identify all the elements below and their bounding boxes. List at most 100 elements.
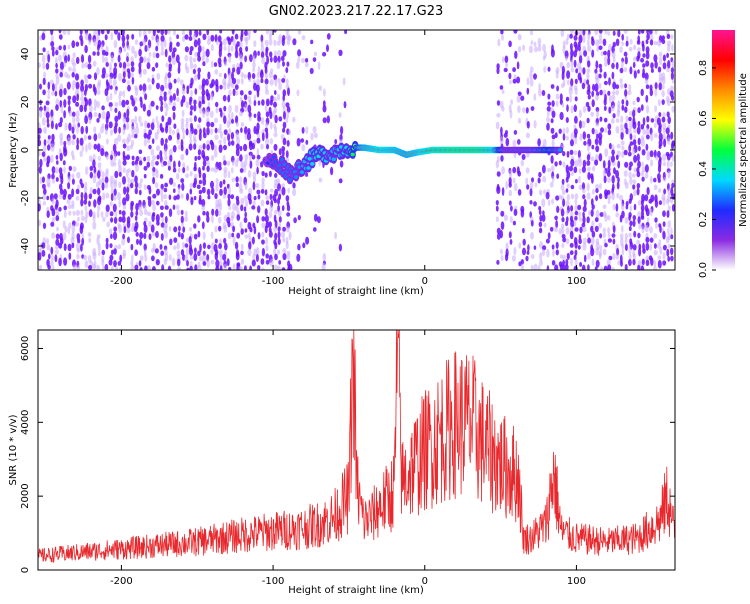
- spectrogram-noise-cell: [63, 44, 67, 51]
- spectrogram-noise-cell: [185, 66, 190, 74]
- spectrogram-noise-cell: [658, 51, 663, 58]
- spectrogram-noise-cell: [530, 253, 535, 260]
- spectrogram-noise-cell: [636, 153, 640, 162]
- spectrogram-noise-cell: [240, 77, 244, 85]
- spectrogram-noise-cell: [38, 264, 43, 270]
- spectrogram-noise-cell: [77, 238, 81, 244]
- spectrogram-noise-cell: [670, 234, 674, 240]
- spectrogram-noise-cell: [281, 205, 285, 212]
- spectrogram-noise-cell: [551, 198, 555, 205]
- spectrogram-noise-cell: [496, 233, 501, 240]
- spectrogram-noise-cell: [662, 197, 666, 206]
- spectrogram-noise-cell: [198, 170, 202, 179]
- spectrogram-noise-cell: [602, 227, 606, 234]
- spectrogram-noise-cell: [251, 259, 256, 267]
- spectrogram-noise-cell: [617, 160, 621, 169]
- spectrogram-noise-cell: [666, 52, 669, 59]
- spectrogram-noise-cell: [42, 194, 46, 201]
- spectrogram-noise-cell: [135, 164, 139, 172]
- spectrogram-noise-cell: [637, 69, 640, 74]
- spectrogram-noise-cell: [213, 149, 218, 158]
- spectrogram-noise-cell: [88, 209, 93, 218]
- spectrogram-noise-cell: [666, 248, 670, 257]
- spectrogram-noise-cell: [156, 30, 161, 34]
- spectrogram-noise-cell: [569, 149, 574, 155]
- spectrogram-noise-cell: [318, 160, 322, 167]
- spectrogram-noise-cell: [220, 131, 223, 140]
- spectrogram-noise-cell: [134, 249, 139, 256]
- spectrogram-noise-cell: [594, 129, 599, 136]
- spectrogram-noise-cell: [591, 175, 594, 184]
- spectrogram-noise-cell: [131, 33, 135, 40]
- spectrogram-noise-cell: [210, 259, 215, 265]
- spectrogram-noise-cell: [108, 102, 113, 108]
- spectrogram-noise-cell: [587, 105, 591, 112]
- spectrogram-noise-cell: [508, 200, 512, 206]
- spectrogram-noise-cell: [598, 153, 603, 162]
- spectrogram-noise-cell: [100, 148, 105, 157]
- spectrogram-noise-cell: [533, 93, 537, 101]
- spectrogram-noise-cell: [292, 116, 296, 123]
- spectrogram-noise-cell: [624, 243, 628, 251]
- spectrogram-noise-cell: [260, 78, 264, 84]
- spectrogram-noise-cell: [321, 262, 326, 270]
- spectrogram-noise-cell: [215, 178, 219, 184]
- spectrogram-noise-cell: [273, 101, 277, 108]
- spectrogram-noise-cell: [46, 138, 52, 145]
- spectrogram-noise-cell: [110, 233, 113, 239]
- spectrogram-noise-cell: [604, 213, 608, 222]
- spectrogram-noise-cell: [500, 126, 503, 136]
- spectrogram-noise-cell: [194, 88, 198, 95]
- spectrogram-noise-cell: [155, 145, 161, 152]
- spectrogram-noise-cell: [261, 239, 265, 245]
- spectrogram-noise-cell: [570, 184, 575, 190]
- spectrogram-noise-cell: [58, 45, 62, 51]
- spectrogram-noise-cell: [155, 259, 160, 266]
- spectrogram-noise-cell: [314, 51, 317, 57]
- spectrogram-noise-cell: [239, 145, 243, 152]
- spectrogram-noise-cell: [109, 105, 113, 112]
- spectrogram-noise-cell: [240, 161, 245, 169]
- spectrogram-noise-cell: [513, 208, 518, 216]
- spectrogram-noise-cell: [147, 211, 152, 217]
- spectrogram-noise-cell: [181, 182, 185, 191]
- spectrogram-noise-cell: [667, 137, 671, 145]
- spectrogram-noise-cell: [579, 216, 582, 222]
- spectrogram-noise-cell: [632, 258, 636, 266]
- spectrogram-noise-cell: [667, 170, 671, 179]
- spectrogram-noise-cell: [117, 244, 121, 250]
- spectrogram-noise-cell: [113, 153, 117, 162]
- spectrogram-signal-point: [307, 157, 312, 161]
- spectrogram-noise-cell: [616, 109, 621, 118]
- spectrogram-noise-cell: [529, 30, 534, 36]
- spectrogram-noise-cell: [641, 149, 646, 156]
- spectrogram-noise-cell: [666, 67, 670, 73]
- spectrogram-noise-cell: [227, 94, 231, 103]
- spectrogram-noise-cell: [547, 199, 551, 207]
- spectrogram-noise-cell: [578, 168, 582, 174]
- spectrogram-noise-cell: [186, 259, 189, 267]
- spectrogram-noise-cell: [104, 171, 109, 178]
- spectrogram-noise-cell: [517, 139, 521, 145]
- spectrogram-noise-cell: [666, 160, 670, 169]
- spectrogram-noise-cell: [600, 266, 603, 270]
- spectrogram-noise-cell: [638, 145, 641, 152]
- spectrogram-noise-cell: [550, 127, 555, 134]
- spectrogram-noise-cell: [122, 155, 127, 161]
- spectrogram-noise-cell: [45, 111, 50, 119]
- spectrogram-noise-cell: [87, 142, 92, 151]
- spectrogram-noise-cell: [594, 68, 598, 74]
- spectrogram-noise-cell: [89, 104, 93, 113]
- spectrogram-noise-cell: [171, 56, 177, 66]
- spectrogram-noise-cell: [173, 237, 178, 243]
- spectrogram-noise-cell: [160, 40, 164, 48]
- spectrogram-noise-cell: [629, 66, 633, 75]
- spectrogram-noise-cell: [305, 58, 309, 63]
- spectrogram-noise-cell: [587, 60, 591, 68]
- spectrogram-noise-cell: [248, 187, 253, 195]
- spectrogram-noise-cell: [144, 254, 148, 262]
- spectrogram-noise-cell: [50, 143, 55, 152]
- spectrogram-noise-cell: [499, 136, 504, 145]
- spectrogram-noise-cell: [139, 56, 144, 64]
- spectrogram-noise-cell: [276, 265, 281, 270]
